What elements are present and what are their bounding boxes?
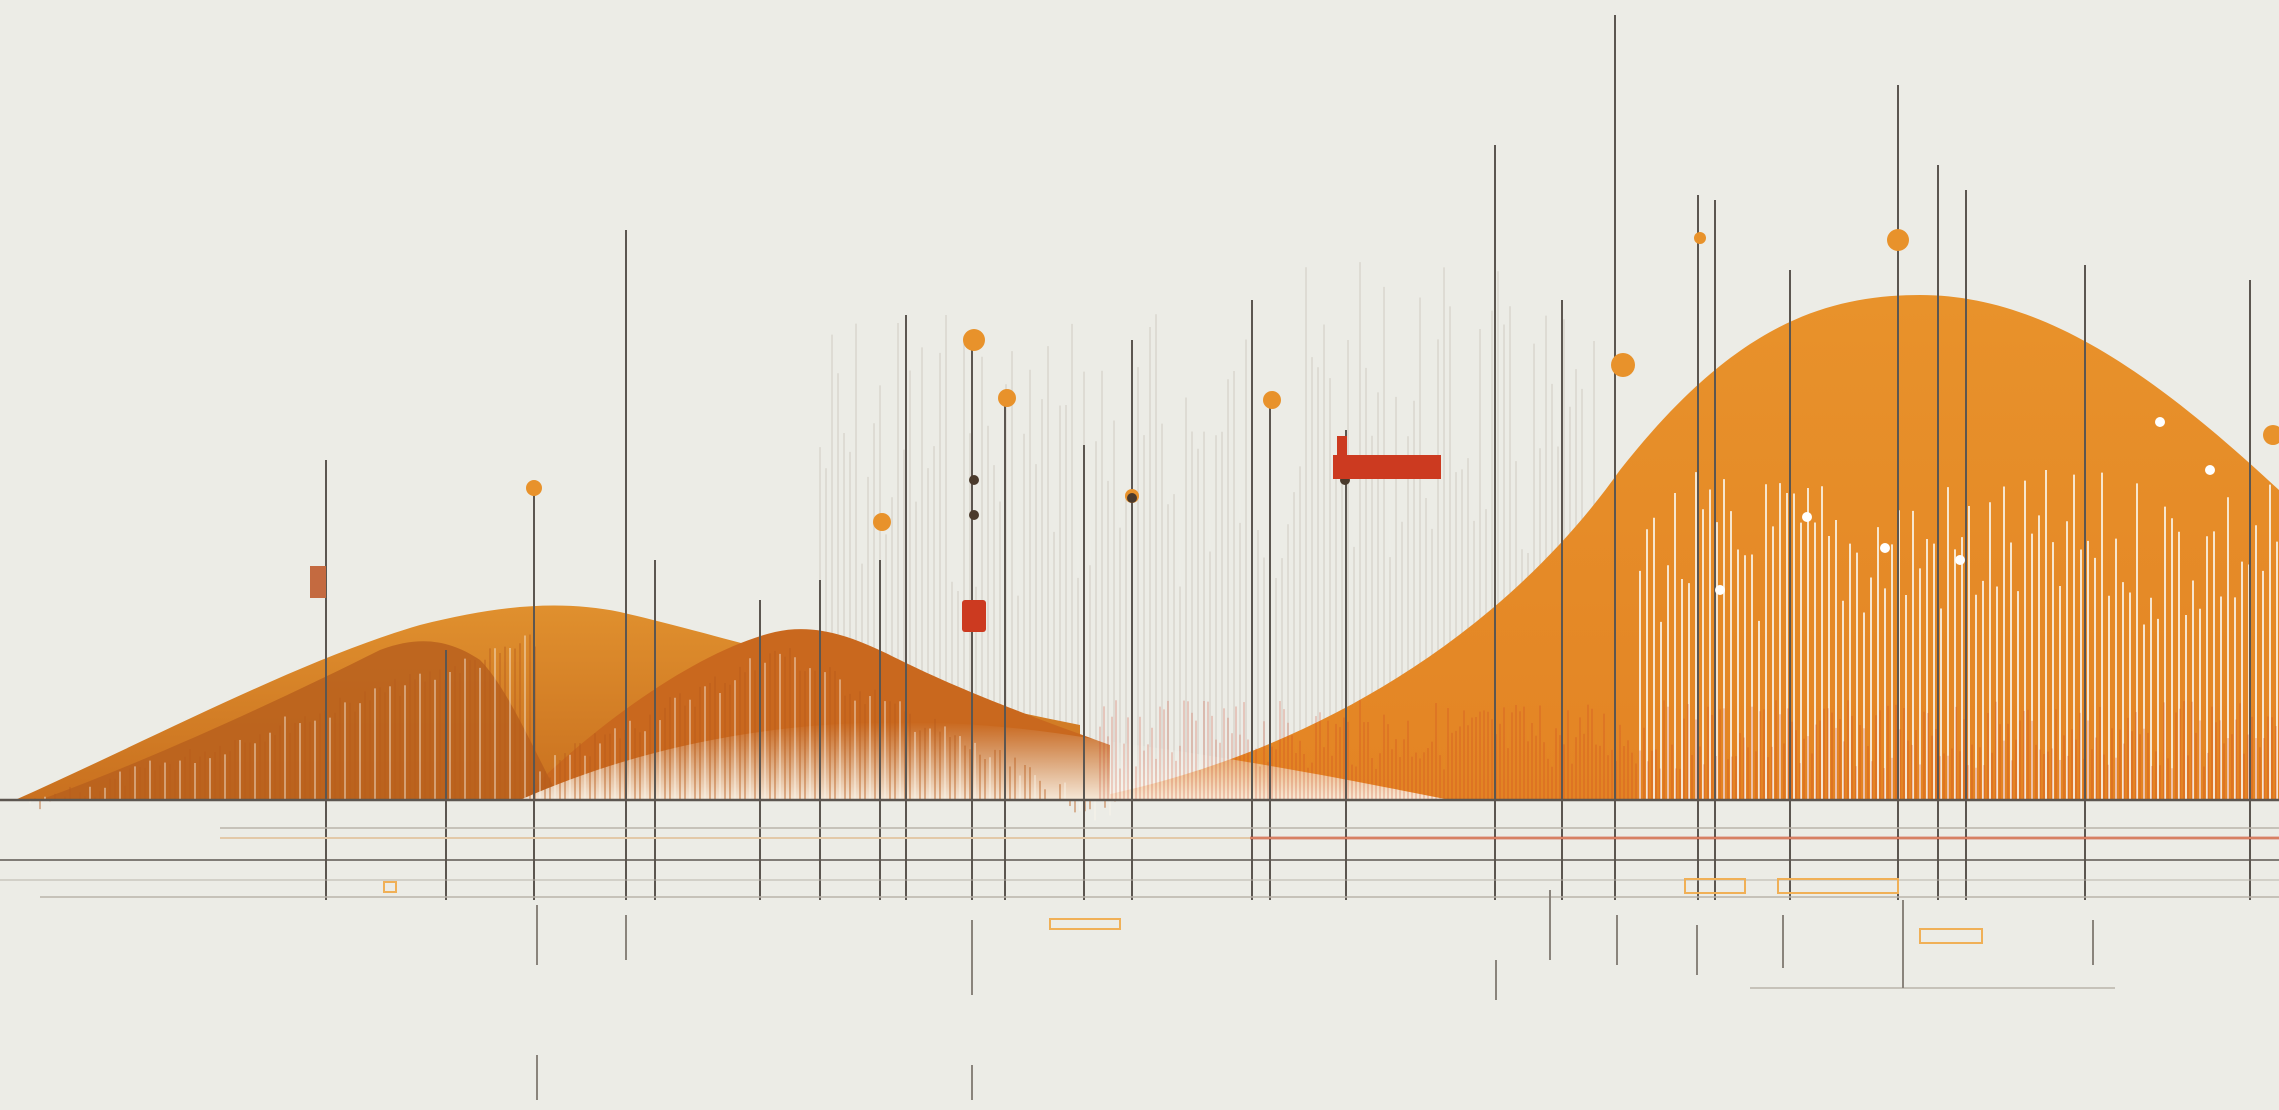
orange-dot bbox=[1694, 232, 1706, 244]
orange-accent bbox=[1049, 918, 1121, 930]
orange-accent bbox=[383, 881, 397, 893]
white-dot bbox=[1955, 555, 1965, 565]
orange-dot bbox=[1887, 229, 1909, 251]
white-dot bbox=[1715, 585, 1725, 595]
orange-dot bbox=[998, 389, 1016, 407]
dark-dot bbox=[969, 510, 979, 520]
orange-dot bbox=[963, 329, 985, 351]
orange-dot bbox=[1611, 353, 1635, 377]
bottom-tick-marks bbox=[536, 890, 2094, 1100]
dark-dot bbox=[1127, 493, 1137, 503]
right-orange-mound bbox=[1080, 295, 2279, 800]
white-dot bbox=[1880, 543, 1890, 553]
tall-stems bbox=[325, 15, 2279, 900]
dark-dot bbox=[969, 475, 979, 485]
orange-accent-marks bbox=[383, 878, 1983, 944]
orange-accent bbox=[1919, 928, 1983, 944]
orange-dot bbox=[526, 480, 542, 496]
red-marker-top bbox=[1337, 436, 1347, 456]
orange-accent bbox=[1777, 878, 1899, 894]
small-red-tag bbox=[310, 566, 326, 598]
orange-dot bbox=[1263, 391, 1281, 409]
horizontal-rails bbox=[0, 798, 2279, 989]
white-dot bbox=[1802, 512, 1812, 522]
orange-accent bbox=[1684, 878, 1746, 894]
red-cup-marker bbox=[962, 600, 986, 632]
orange-dot bbox=[873, 513, 891, 531]
white-dot bbox=[2155, 417, 2165, 427]
red-label-bar bbox=[1333, 455, 1441, 479]
white-dot bbox=[2205, 465, 2215, 475]
orange-dot bbox=[2263, 425, 2279, 445]
